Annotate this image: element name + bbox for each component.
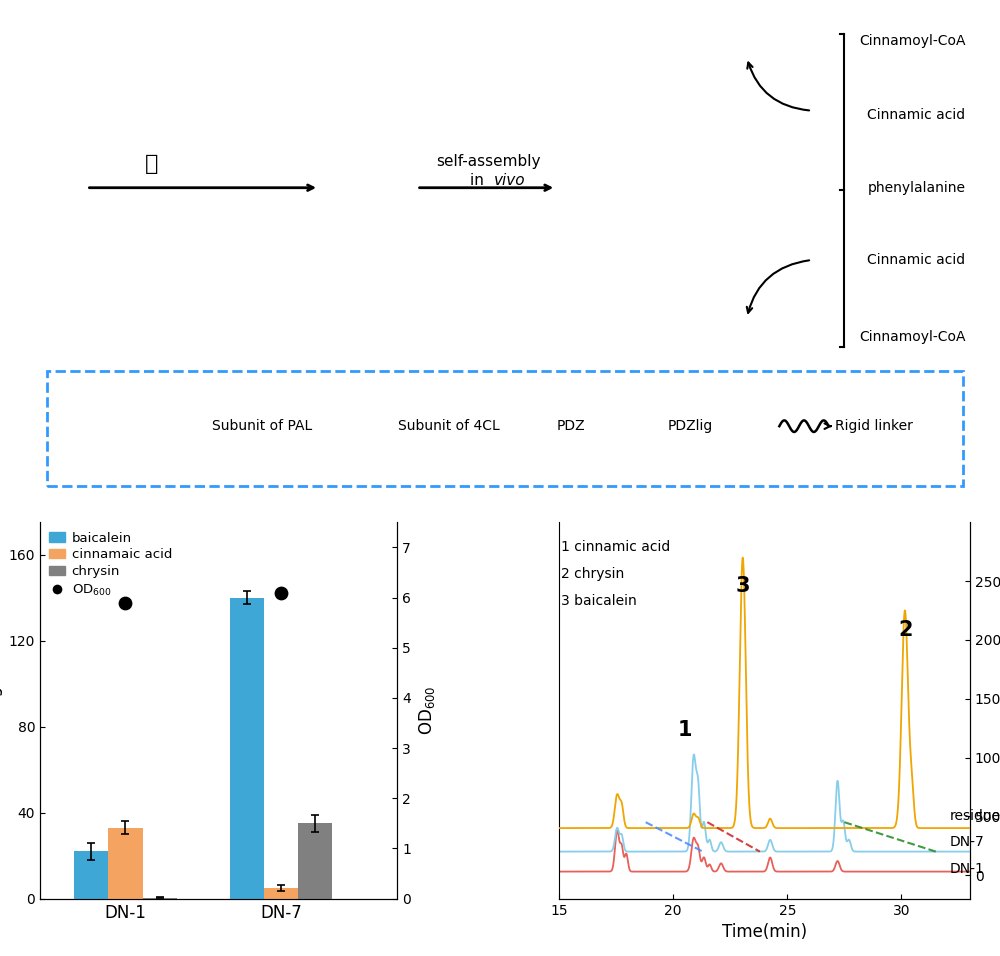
Text: 2 chrysin: 2 chrysin <box>561 567 624 581</box>
Bar <box>298 823 332 899</box>
X-axis label: Time(min): Time(min) <box>722 923 807 941</box>
Text: DN-1: DN-1 <box>949 862 984 877</box>
Y-axis label: OD$_{600}$: OD$_{600}$ <box>417 685 437 735</box>
Bar <box>108 828 143 899</box>
Text: Subunit of 4CL: Subunit of 4CL <box>398 419 500 433</box>
Text: 2: 2 <box>899 619 913 640</box>
Point <box>273 585 289 600</box>
Text: phenylalanine: phenylalanine <box>867 181 965 195</box>
Text: Cinnamic acid: Cinnamic acid <box>867 108 965 122</box>
Text: PDZlig: PDZlig <box>668 419 713 433</box>
Text: self-assembly: self-assembly <box>436 154 541 168</box>
Text: 🧬: 🧬 <box>145 154 158 174</box>
Text: vivo: vivo <box>494 173 525 188</box>
Legend: baicalein, cinnamaic acid, chrysin, OD$_{600}$: baicalein, cinnamaic acid, chrysin, OD$_… <box>47 529 175 600</box>
Text: 3: 3 <box>735 576 750 597</box>
Point <box>117 595 133 610</box>
Text: PDZ: PDZ <box>556 419 585 433</box>
Text: Cinnamoyl-CoA: Cinnamoyl-CoA <box>859 33 965 48</box>
Text: Cinnamoyl-CoA: Cinnamoyl-CoA <box>859 330 965 344</box>
Y-axis label: Titer(mg/L): Titer(mg/L) <box>0 664 3 757</box>
Text: in: in <box>470 173 488 188</box>
Text: DN-7: DN-7 <box>949 836 984 849</box>
Text: Subunit of PAL: Subunit of PAL <box>212 419 312 433</box>
Text: 3 baicalein: 3 baicalein <box>561 594 637 608</box>
Text: 1 cinnamic acid: 1 cinnamic acid <box>561 540 670 554</box>
Bar <box>74 852 108 899</box>
Text: Cinnamic acid: Cinnamic acid <box>867 253 965 267</box>
Text: Rigid linker: Rigid linker <box>835 419 913 433</box>
Bar <box>264 888 298 899</box>
Bar <box>230 598 264 899</box>
FancyBboxPatch shape <box>47 371 963 487</box>
Text: 1: 1 <box>677 720 692 740</box>
Text: residue: residue <box>949 810 1000 823</box>
Bar <box>143 898 177 899</box>
